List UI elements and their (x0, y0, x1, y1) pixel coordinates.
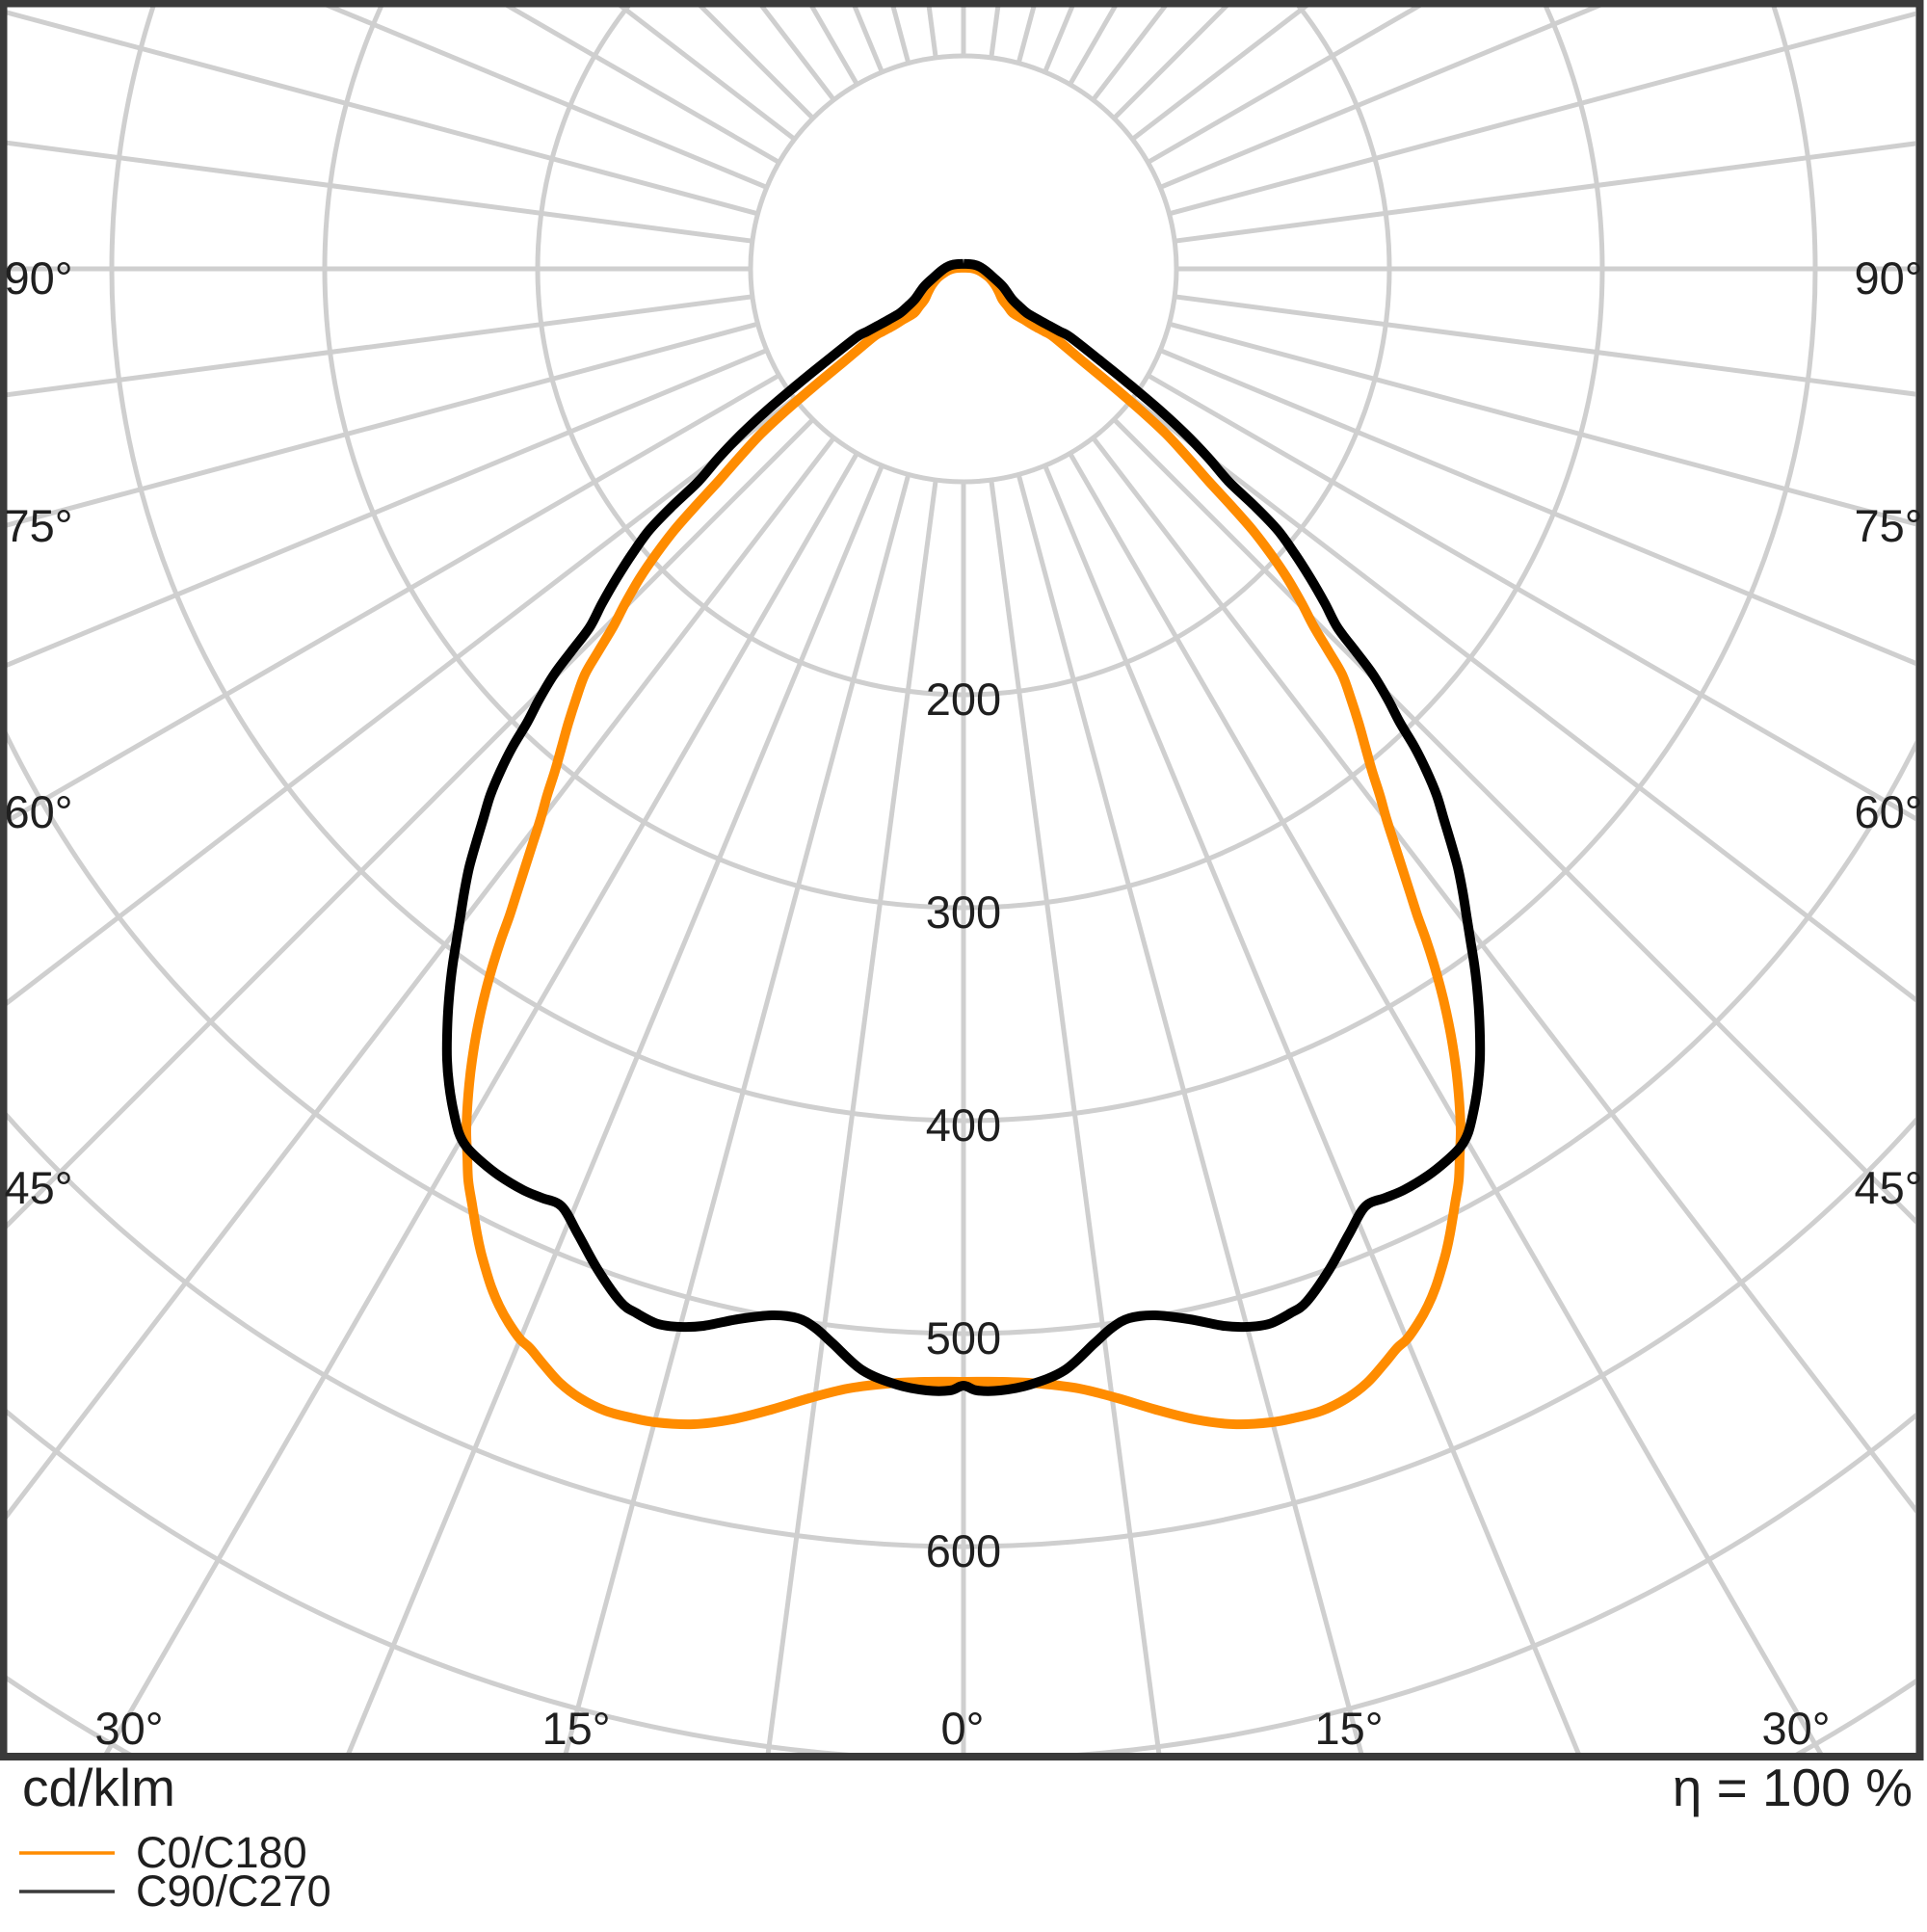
svg-text:60°: 60° (4, 786, 72, 837)
svg-text:600: 600 (926, 1525, 1001, 1576)
svg-text:30°: 30° (1761, 1703, 1830, 1754)
svg-text:30°: 30° (94, 1703, 163, 1754)
svg-text:500: 500 (926, 1312, 1001, 1363)
svg-text:C90/C270: C90/C270 (136, 1866, 331, 1916)
svg-text:75°: 75° (4, 500, 72, 551)
svg-text:400: 400 (926, 1099, 1001, 1151)
svg-text:0°: 0° (941, 1703, 985, 1754)
svg-text:η = 100 %: η = 100 % (1673, 1758, 1913, 1817)
svg-text:300: 300 (926, 887, 1001, 938)
svg-text:90°: 90° (4, 252, 72, 304)
svg-text:45°: 45° (1854, 1162, 1922, 1213)
svg-text:60°: 60° (1854, 786, 1922, 837)
svg-text:200: 200 (926, 674, 1001, 725)
svg-text:75°: 75° (1854, 500, 1922, 551)
svg-text:cd/klm: cd/klm (22, 1758, 175, 1817)
svg-text:15°: 15° (541, 1703, 610, 1754)
svg-text:45°: 45° (4, 1162, 72, 1213)
svg-text:15°: 15° (1314, 1703, 1383, 1754)
svg-text:90°: 90° (1854, 252, 1922, 304)
